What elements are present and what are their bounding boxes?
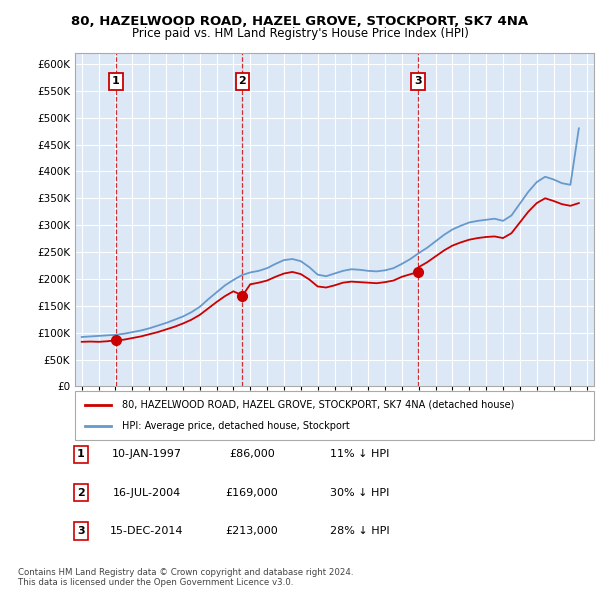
Text: Price paid vs. HM Land Registry's House Price Index (HPI): Price paid vs. HM Land Registry's House … bbox=[131, 27, 469, 40]
Text: 3: 3 bbox=[414, 77, 422, 86]
Text: 1: 1 bbox=[112, 77, 120, 86]
Text: 11% ↓ HPI: 11% ↓ HPI bbox=[331, 450, 389, 459]
Text: 28% ↓ HPI: 28% ↓ HPI bbox=[330, 526, 390, 536]
Text: 30% ↓ HPI: 30% ↓ HPI bbox=[331, 488, 389, 497]
Text: £86,000: £86,000 bbox=[229, 450, 275, 459]
Text: 80, HAZELWOOD ROAD, HAZEL GROVE, STOCKPORT, SK7 4NA: 80, HAZELWOOD ROAD, HAZEL GROVE, STOCKPO… bbox=[71, 15, 529, 28]
Text: 2: 2 bbox=[77, 488, 85, 497]
Text: 80, HAZELWOOD ROAD, HAZEL GROVE, STOCKPORT, SK7 4NA (detached house): 80, HAZELWOOD ROAD, HAZEL GROVE, STOCKPO… bbox=[122, 399, 514, 409]
Text: 10-JAN-1997: 10-JAN-1997 bbox=[112, 450, 182, 459]
Text: Contains HM Land Registry data © Crown copyright and database right 2024.
This d: Contains HM Land Registry data © Crown c… bbox=[18, 568, 353, 587]
Text: 1: 1 bbox=[77, 450, 85, 459]
Text: HPI: Average price, detached house, Stockport: HPI: Average price, detached house, Stoc… bbox=[122, 421, 349, 431]
Text: 16-JUL-2004: 16-JUL-2004 bbox=[113, 488, 181, 497]
Text: 3: 3 bbox=[77, 526, 85, 536]
Text: £213,000: £213,000 bbox=[226, 526, 278, 536]
Text: 15-DEC-2014: 15-DEC-2014 bbox=[110, 526, 184, 536]
Text: £169,000: £169,000 bbox=[226, 488, 278, 497]
Text: 2: 2 bbox=[239, 77, 247, 86]
